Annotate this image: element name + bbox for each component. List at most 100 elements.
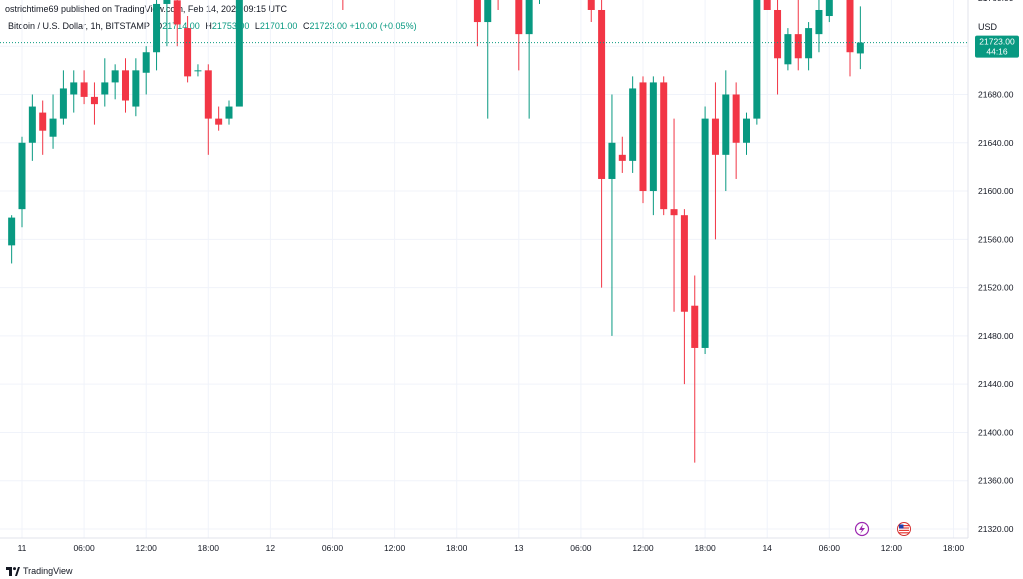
candle-down bbox=[794, 0, 802, 71]
candle-body bbox=[111, 70, 119, 83]
candle-down bbox=[732, 82, 740, 179]
candle-body bbox=[691, 305, 699, 348]
candle-body bbox=[153, 3, 161, 53]
x-tick-label: 06:00 bbox=[570, 543, 592, 553]
candle-body bbox=[142, 52, 150, 73]
x-tick-label: 06:00 bbox=[73, 543, 95, 553]
footer: TradingView bbox=[0, 563, 1023, 579]
candle-down bbox=[204, 64, 212, 155]
flag-icon-ring bbox=[897, 522, 911, 536]
candle-body bbox=[204, 70, 212, 119]
candle-body bbox=[774, 9, 782, 59]
candle-body bbox=[846, 0, 854, 53]
us-flag-event-icon[interactable] bbox=[897, 522, 911, 536]
candle-up bbox=[815, 0, 823, 53]
candle-body bbox=[794, 34, 802, 59]
candle-body bbox=[90, 96, 98, 105]
candle-body bbox=[215, 118, 223, 125]
grid-lines bbox=[0, 0, 969, 539]
x-tick-label: 12 bbox=[266, 543, 276, 553]
candle-body bbox=[649, 82, 657, 192]
x-tick-label: 06:00 bbox=[819, 543, 841, 553]
candle-body bbox=[732, 94, 740, 143]
candle-body bbox=[856, 42, 864, 54]
candle-down bbox=[39, 100, 47, 155]
candle-up bbox=[111, 64, 119, 100]
candle-up bbox=[484, 0, 492, 119]
candle-up bbox=[784, 28, 792, 71]
candle-down bbox=[342, 0, 344, 10]
candle-body bbox=[525, 0, 533, 35]
candle-up bbox=[225, 100, 233, 125]
candle-body bbox=[39, 112, 47, 131]
y-tick-label: 21640.00 bbox=[978, 138, 1014, 148]
candle-body bbox=[235, 0, 243, 107]
candle-body bbox=[587, 0, 595, 10]
candle-body bbox=[711, 118, 719, 155]
candle-up bbox=[743, 112, 750, 155]
flag-canton bbox=[899, 524, 904, 529]
candle-body bbox=[753, 0, 761, 119]
candle-up bbox=[132, 58, 140, 117]
y-tick-label: 21560.00 bbox=[978, 234, 1014, 244]
candle-down bbox=[497, 0, 499, 10]
time-axis[interactable]: 11 06:00 12:00 18:00 12 06:00 12:00 18:00 13 06:0… bbox=[18, 543, 965, 553]
candle-down bbox=[90, 82, 98, 125]
candle-body bbox=[225, 106, 233, 119]
candle-down bbox=[691, 275, 699, 463]
candle-up bbox=[142, 46, 150, 95]
candle-up bbox=[101, 58, 109, 107]
candle-up bbox=[235, 0, 243, 107]
candle-body bbox=[743, 118, 750, 143]
tradingview-logo-icon bbox=[6, 567, 20, 577]
candle-down bbox=[660, 76, 668, 216]
x-tick-label: 18:00 bbox=[943, 543, 965, 553]
candle-up bbox=[753, 0, 761, 125]
y-tick-label: 21360.00 bbox=[978, 476, 1014, 486]
price-axis[interactable]: 21320.00 21360.00 21400.00 21440.00 21480.00… bbox=[975, 0, 1019, 534]
candle-body bbox=[101, 82, 109, 95]
last-price-tag-bg bbox=[975, 35, 1019, 58]
candle-body bbox=[194, 70, 202, 72]
last-price-value: 21723.00 bbox=[979, 37, 1015, 47]
candle-body bbox=[49, 118, 57, 137]
flag-stripe bbox=[899, 525, 909, 527]
candlestick-chart[interactable]: 21320.00 21360.00 21400.00 21440.00 21480.00… bbox=[0, 0, 1023, 563]
candle-body bbox=[680, 215, 688, 312]
candle-body bbox=[701, 118, 709, 348]
close-label: C bbox=[302, 21, 310, 31]
candle-up bbox=[701, 106, 709, 354]
candle-up bbox=[8, 215, 16, 264]
x-tick-label: 18:00 bbox=[446, 543, 468, 553]
y-tick-label: 21680.00 bbox=[978, 89, 1014, 99]
candle-body bbox=[763, 0, 771, 10]
candle-down bbox=[680, 209, 688, 385]
candle-down bbox=[515, 0, 523, 71]
x-tick-label: 18:00 bbox=[694, 543, 716, 553]
candle-body bbox=[825, 0, 833, 17]
symbol-title[interactable]: Bitcoin / U.S. Dollar, 1h, BITSTAMP bbox=[8, 21, 150, 31]
y-tick-label: 21440.00 bbox=[978, 379, 1014, 389]
lightning-event-icon[interactable] bbox=[854, 521, 870, 537]
candle-down bbox=[639, 76, 647, 204]
x-tick-label: 11 bbox=[18, 543, 27, 553]
candle-up bbox=[629, 76, 637, 173]
currency-label: USD bbox=[978, 22, 998, 32]
high-value: 21753.00 bbox=[211, 21, 250, 31]
candle-body bbox=[515, 0, 523, 35]
tradingview-brand[interactable]: TradingView bbox=[6, 566, 73, 577]
candle-body bbox=[660, 82, 668, 210]
open-value: 21714.00 bbox=[162, 21, 200, 31]
candle-up bbox=[153, 0, 161, 71]
candle-down bbox=[711, 82, 719, 240]
candle-body bbox=[163, 0, 171, 4]
flag-stripe bbox=[899, 527, 909, 529]
candle-down bbox=[618, 136, 626, 173]
candle-up bbox=[856, 6, 864, 70]
candle-down bbox=[763, 0, 771, 10]
candle-down bbox=[670, 118, 678, 312]
candle-up bbox=[608, 94, 616, 336]
candle-body bbox=[608, 142, 616, 179]
y-tick-label: 21320.00 bbox=[978, 524, 1014, 534]
